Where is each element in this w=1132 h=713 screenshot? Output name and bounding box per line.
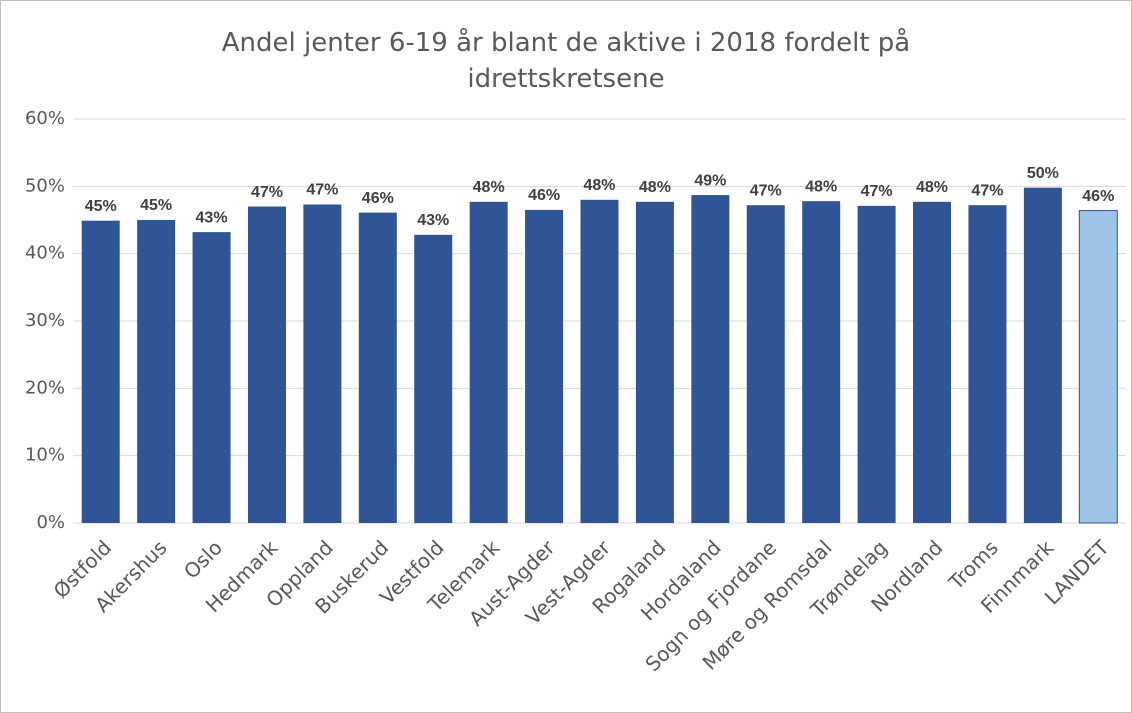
bar <box>81 220 120 523</box>
value-label: 48% <box>583 177 615 194</box>
value-label: 43% <box>417 212 449 229</box>
bar <box>635 201 674 523</box>
bar <box>968 205 1007 524</box>
bar <box>746 205 785 524</box>
value-label: 47% <box>971 182 1003 199</box>
value-label: 43% <box>196 209 228 226</box>
value-label: 47% <box>306 182 338 199</box>
y-tick-label: 60% <box>25 108 65 129</box>
bar <box>802 201 841 523</box>
value-label: 48% <box>639 179 671 196</box>
value-label: 46% <box>528 187 560 204</box>
value-label: 45% <box>140 197 172 214</box>
value-label: 48% <box>805 178 837 195</box>
value-label: 48% <box>473 179 505 196</box>
bar <box>580 199 619 524</box>
y-tick-label: 0% <box>36 512 65 533</box>
bar <box>691 195 730 523</box>
value-label: 49% <box>694 172 726 189</box>
value-label: 46% <box>1082 188 1114 205</box>
bar <box>358 212 397 524</box>
bar <box>469 201 508 523</box>
value-label: 46% <box>362 190 394 207</box>
y-tick-label: 30% <box>25 310 65 331</box>
y-tick-label: 10% <box>25 445 65 466</box>
bar <box>192 232 231 523</box>
bar <box>525 209 564 523</box>
value-label: 50% <box>1027 165 1059 182</box>
bar <box>303 204 342 523</box>
value-label: 47% <box>251 184 283 201</box>
bar <box>1023 187 1062 523</box>
bar <box>414 234 453 523</box>
y-tick-label: 20% <box>25 377 65 398</box>
value-label: 48% <box>916 179 948 196</box>
value-label: 47% <box>750 182 782 199</box>
y-tick-label: 40% <box>25 243 65 264</box>
bar <box>137 220 176 523</box>
chart-title: Andel jenter 6-19 år blant de aktive i 2… <box>221 28 911 94</box>
bar <box>857 205 896 524</box>
bar <box>1078 210 1118 524</box>
value-label: 47% <box>861 183 893 200</box>
value-label: 45% <box>85 198 117 215</box>
bar <box>247 206 286 524</box>
y-tick-label: 50% <box>25 175 65 196</box>
bar <box>913 201 952 523</box>
x-tick-label: Oslo <box>179 535 227 583</box>
